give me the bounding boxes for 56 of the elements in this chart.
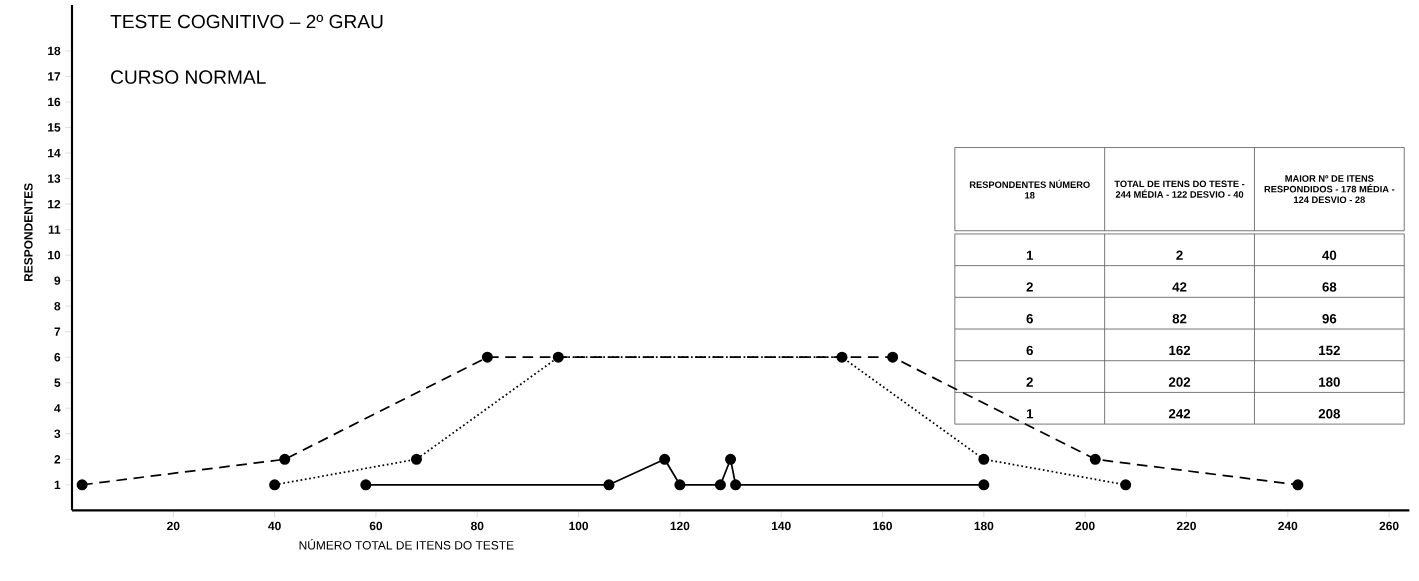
annotation: 1 bbox=[1026, 409, 1034, 419]
x-tick-label: 140 bbox=[771, 521, 791, 531]
x-tick-label: 40 bbox=[268, 521, 281, 531]
y-tick-label: 13 bbox=[48, 174, 61, 183]
y-tick-label: 18 bbox=[48, 46, 61, 56]
annotation: 180 bbox=[1319, 377, 1340, 387]
y-tick-label: 10 bbox=[48, 250, 61, 260]
y-tick-label: 5 bbox=[54, 378, 61, 387]
annotation: 152 bbox=[1319, 345, 1340, 356]
annotation: RESPONDENTES NÚMERO 18 bbox=[969, 179, 1090, 199]
annotation: 96 bbox=[1322, 313, 1337, 324]
y-tick-label: 2 bbox=[54, 455, 61, 464]
y-tick-label: 7 bbox=[54, 327, 61, 336]
annotation: MAIOR Nº DE ITENS RESPONDIDOS - 178 MÉDIA - 124 DESVIO - 28 bbox=[1264, 175, 1395, 204]
x-tick-label: 200 bbox=[1075, 521, 1095, 531]
y-tick-label: 1 bbox=[54, 480, 61, 489]
x-tick-label: 100 bbox=[569, 521, 589, 531]
annotation: 2 bbox=[1176, 250, 1183, 260]
y-tick-label: 4 bbox=[54, 404, 61, 413]
x-tick-label: 80 bbox=[470, 521, 484, 531]
x-tick-label: 120 bbox=[670, 521, 690, 531]
annotation: 162 bbox=[1169, 345, 1191, 356]
x-tick-label: 20 bbox=[167, 521, 180, 531]
x-tick-label: 180 bbox=[974, 521, 994, 531]
annotation: 1 bbox=[1026, 250, 1034, 260]
annotation: 242 bbox=[1168, 409, 1191, 419]
annotation: 2 bbox=[1026, 377, 1033, 387]
y-tick-label: 6 bbox=[54, 352, 61, 362]
annotation: 68 bbox=[1322, 282, 1337, 292]
y-tick-label: 17 bbox=[48, 72, 61, 81]
x-tick-label: 220 bbox=[1176, 521, 1196, 531]
x-tick-label: 60 bbox=[369, 521, 383, 531]
y-tick-label: 16 bbox=[48, 97, 61, 107]
annotation: 6 bbox=[1026, 313, 1033, 324]
annotation: 2 bbox=[1026, 282, 1033, 292]
x-tick-label: 160 bbox=[873, 521, 892, 531]
y-tick-label: 15 bbox=[48, 123, 61, 132]
annotation: 82 bbox=[1172, 313, 1187, 324]
y-tick-label: 12 bbox=[48, 199, 61, 209]
annotation: TOTAL DE ITENS DO TESTE - 244 MÉDIA - 122 DESVIO - 40 bbox=[1114, 180, 1245, 198]
y-axis-title: RESPONDENTES bbox=[24, 183, 33, 282]
x-axis-title: NÚMERO TOTAL DE ITENS DO TESTE bbox=[299, 539, 514, 550]
annotation: 6 bbox=[1026, 345, 1033, 356]
annotation: 208 bbox=[1318, 409, 1341, 419]
annotation: 202 bbox=[1168, 377, 1191, 387]
x-tick-label: 260 bbox=[1379, 521, 1399, 531]
y-tick-label: 3 bbox=[54, 429, 61, 438]
annotation: 40 bbox=[1322, 250, 1337, 260]
x-tick-label: 240 bbox=[1278, 521, 1298, 531]
annotation: 42 bbox=[1172, 282, 1187, 292]
chart-title: TESTE COGNITIVO – 2º GRAU bbox=[110, 14, 383, 29]
y-tick-label: 14 bbox=[48, 148, 61, 158]
y-tick-label: 9 bbox=[54, 276, 61, 285]
y-tick-label: 11 bbox=[48, 225, 61, 234]
y-tick-label: 8 bbox=[54, 301, 61, 311]
text: CURSO NORMAL bbox=[111, 70, 266, 84]
